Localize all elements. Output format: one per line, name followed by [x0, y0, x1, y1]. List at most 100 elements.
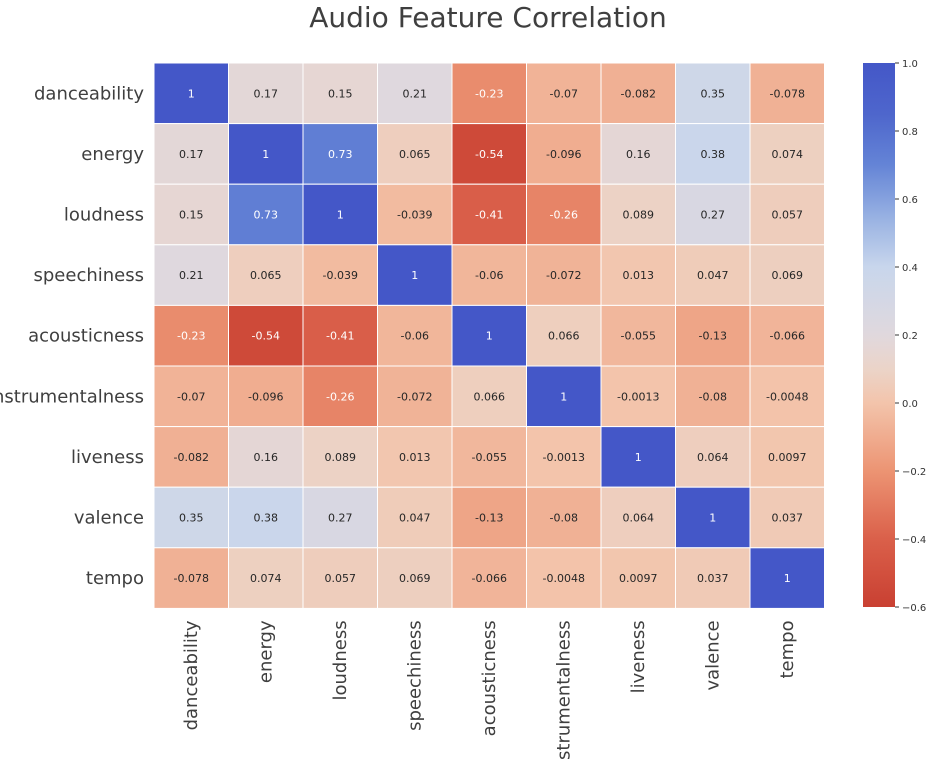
cell-value-label: -0.096 — [546, 148, 581, 161]
column-label: valence — [703, 620, 724, 690]
colorbar-tick-label: 0.4 — [902, 263, 918, 274]
heatmap-cell — [153, 547, 229, 609]
column-label: acousticness — [479, 620, 500, 736]
colorbar-tick-label: 0.8 — [902, 127, 918, 138]
cell-value-label: 0.089 — [325, 451, 357, 464]
cell-value-label: -0.07 — [177, 390, 205, 403]
cell-value-label: 1 — [486, 330, 493, 343]
cell-value-label: 0.013 — [399, 451, 431, 464]
row-label: energy — [81, 144, 144, 165]
heatmap-cell — [153, 244, 229, 306]
colorbar: 1.0 0.8 0.6 0.4 0.2 0.0 −0.2 −0.4 −0.6 — [863, 59, 926, 614]
cell-value-label: -0.096 — [248, 390, 283, 403]
cell-value-label: -0.066 — [770, 330, 805, 343]
heatmap-cell — [749, 486, 825, 549]
cell-value-label: -0.082 — [621, 87, 656, 100]
cell-value-label: -0.23 — [475, 87, 503, 100]
cell-value-label: 1 — [262, 148, 269, 161]
colorbar-tick-label: −0.6 — [902, 603, 926, 614]
row-label: tempo — [86, 568, 144, 589]
heatmap-cell — [451, 183, 527, 246]
heatmap-cell — [228, 426, 304, 488]
cell-value-label: 0.0097 — [768, 451, 807, 464]
cell-value-label: 0.73 — [254, 209, 279, 222]
cell-value-label: -0.055 — [472, 451, 507, 464]
row-label: danceability — [34, 83, 144, 104]
column-labels: danceability energy loudness speechiness aco… — [181, 620, 798, 760]
cell-value-label: -0.078 — [174, 572, 209, 585]
heatmap-cell — [153, 123, 229, 185]
heatmap-cell — [153, 62, 229, 125]
heatmap-cell — [302, 486, 378, 549]
cell-value-label: -0.06 — [401, 330, 429, 343]
row-label: valence — [74, 508, 144, 529]
cell-value-label: -0.078 — [770, 87, 805, 100]
heatmap-cell — [600, 486, 676, 549]
cell-value-label: 0.35 — [701, 87, 726, 100]
column-label: speechiness — [405, 620, 426, 731]
cell-value-label: 0.0097 — [619, 572, 658, 585]
heatmap-cell — [675, 62, 751, 125]
heatmap-cell — [749, 183, 825, 246]
cell-value-label: 0.057 — [772, 209, 804, 222]
cell-value-label: -0.06 — [475, 269, 503, 282]
cell-value-label: -0.0048 — [766, 390, 808, 403]
heatmap-cell — [302, 62, 378, 125]
heatmap-cell — [675, 123, 751, 185]
cell-value-label: 0.047 — [697, 269, 729, 282]
heatmap-cell — [600, 304, 676, 367]
cell-value-label: -0.41 — [326, 330, 354, 343]
cell-value-label: 0.065 — [250, 269, 282, 282]
cell-value-label: -0.13 — [475, 512, 503, 525]
cell-value-label: 1 — [560, 390, 567, 403]
chart-title: Audio Feature Correlation — [309, 1, 667, 34]
heatmap-cell — [228, 304, 304, 367]
row-label: liveness — [71, 447, 144, 468]
cell-value-label: 0.066 — [474, 390, 506, 403]
row-label: loudness — [64, 205, 144, 226]
cell-value-label: 0.38 — [254, 512, 279, 525]
column-label: tempo — [777, 620, 798, 678]
heatmap-cell — [302, 304, 378, 367]
cell-value-label: 0.38 — [701, 148, 726, 161]
heatmap-cell — [228, 547, 304, 609]
cell-value-label: 0.057 — [325, 572, 357, 585]
cell-value-label: -0.08 — [699, 390, 727, 403]
heatmap-cell — [153, 486, 229, 549]
row-labels: danceability energy loudness speechiness aco… — [0, 83, 144, 589]
heatmap-cell — [377, 486, 453, 549]
heatmap-cell — [377, 62, 453, 125]
cell-value-label: 0.069 — [772, 269, 804, 282]
cell-value-label: 0.066 — [548, 330, 580, 343]
cell-value-label: 0.35 — [179, 512, 204, 525]
heatmap-cell — [302, 365, 378, 428]
row-label: speechiness — [34, 265, 145, 286]
cell-value-label: -0.26 — [550, 209, 578, 222]
cell-value-label: 0.065 — [399, 148, 431, 161]
colorbar-tick-label: −0.4 — [902, 535, 926, 546]
column-label: danceability — [181, 620, 202, 730]
heatmap-cell — [153, 183, 229, 246]
heatmap-cell — [526, 365, 602, 428]
heatmap-cell — [153, 426, 229, 488]
cell-value-label: -0.23 — [177, 330, 205, 343]
heatmap-cell — [451, 547, 527, 609]
heatmap-cells: 1 0.17 0.15 0.21 -0.23 -0.07 -0.082 0.35 -0.078 0… — [153, 62, 825, 609]
colorbar-tick-label: 0.2 — [902, 331, 918, 342]
cell-value-label: -0.08 — [550, 512, 578, 525]
cell-value-label: -0.0013 — [543, 451, 585, 464]
cell-value-label: -0.07 — [550, 87, 578, 100]
cell-value-label: -0.54 — [475, 148, 503, 161]
row-label: instrumentalness — [0, 386, 144, 407]
cell-value-label: 0.16 — [254, 451, 279, 464]
cell-value-label: 1 — [635, 451, 642, 464]
heatmap-cell — [302, 123, 378, 185]
cell-value-label: 0.15 — [328, 87, 353, 100]
cell-value-label: 0.17 — [254, 87, 279, 100]
cell-value-label: -0.41 — [475, 209, 503, 222]
cell-value-label: -0.066 — [472, 572, 507, 585]
heatmap-cell — [377, 183, 453, 246]
heatmap-cell — [749, 244, 825, 306]
